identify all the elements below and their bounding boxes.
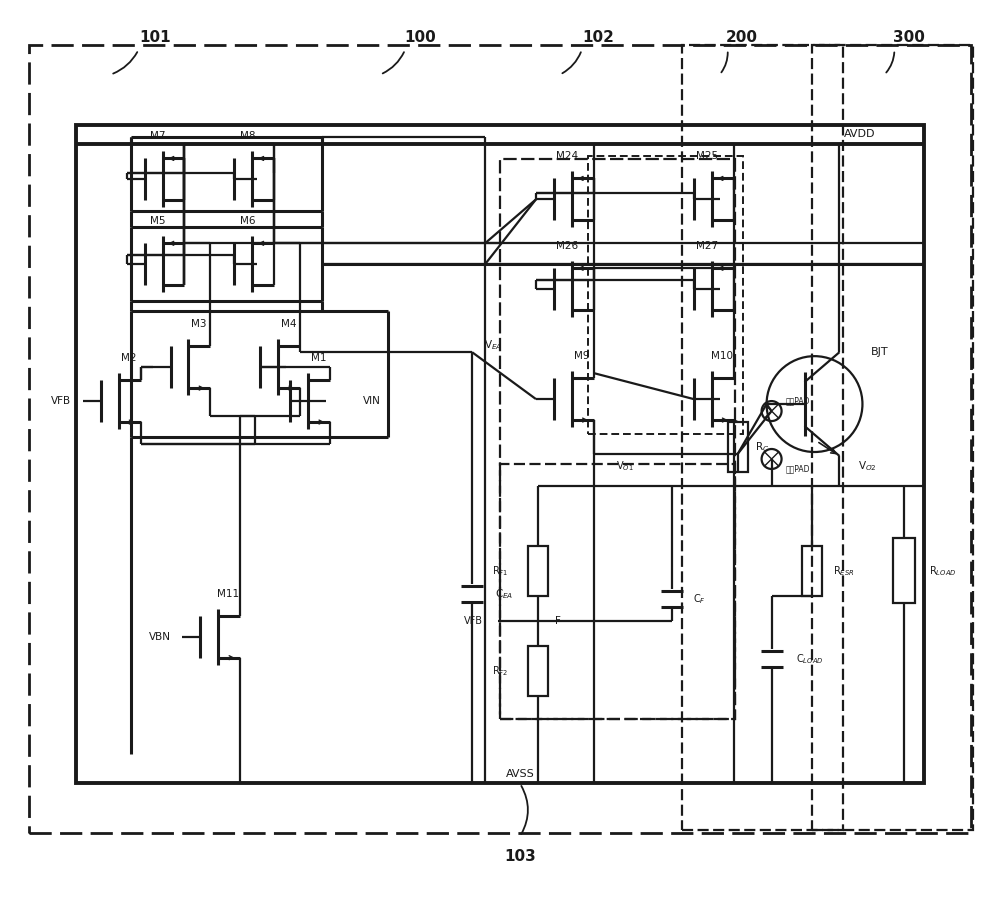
Text: M27: M27 [696,241,718,251]
Text: M24: M24 [556,152,578,162]
Bar [500,464,735,719]
Text: M9: M9 [574,351,590,361]
Text: AVDD: AVDD [844,129,875,139]
Text: 驱动PAD: 驱动PAD [786,396,810,405]
Text: M1: M1 [311,354,326,364]
Text: 102: 102 [582,30,614,45]
Text: M25: M25 [696,152,718,162]
Bar [528,645,548,695]
Bar [802,546,822,595]
Text: C$_{EA}$: C$_{EA}$ [495,587,513,601]
Text: BJT: BJT [871,347,888,357]
Text: V$_{O2}$: V$_{O2}$ [858,459,877,473]
Text: R$_{ESR}$: R$_{ESR}$ [833,564,854,578]
Text: 101: 101 [140,30,171,45]
Text: C$_{LOAD}$: C$_{LOAD}$ [796,652,823,665]
Text: VFB: VFB [464,615,483,625]
Text: 电阻PAD: 电阻PAD [786,464,810,474]
Bar [728,422,748,472]
Text: M3: M3 [191,319,206,329]
Text: V$_{EA}$: V$_{EA}$ [484,338,502,352]
Text: M8: M8 [240,132,255,142]
Text: F: F [555,615,561,625]
Text: M4: M4 [281,319,296,329]
Bar [528,546,548,595]
Bar [29,45,971,834]
Text: R$_{F2}$: R$_{F2}$ [492,664,508,677]
Text: M11: M11 [217,589,239,599]
Text: C$_F$: C$_F$ [693,592,706,605]
Text: R$_C$: R$_C$ [755,440,770,454]
Bar [500,159,735,719]
Text: AVSS: AVSS [506,768,534,778]
Bar [812,45,973,831]
Text: V$_{O1}$: V$_{O1}$ [616,459,634,473]
Text: 100: 100 [404,30,436,45]
Text: 103: 103 [504,849,536,864]
Text: M2: M2 [121,354,136,364]
Text: M5: M5 [150,216,165,226]
Text: VFB: VFB [51,396,71,406]
Text: 200: 200 [726,30,758,45]
Text: VBN: VBN [149,632,171,642]
Bar [588,156,743,434]
Text: M7: M7 [150,132,165,142]
Text: 300: 300 [893,30,925,45]
Text: R$_{LOAD}$: R$_{LOAD}$ [929,564,956,578]
Text: R$_{F1}$: R$_{F1}$ [492,564,508,578]
Text: VIN: VIN [363,396,381,406]
Text: M6: M6 [240,216,255,226]
Bar [76,125,924,784]
Bar [682,45,843,831]
Text: M26: M26 [556,241,578,251]
Text: M10: M10 [711,351,733,361]
Bar [893,538,915,604]
